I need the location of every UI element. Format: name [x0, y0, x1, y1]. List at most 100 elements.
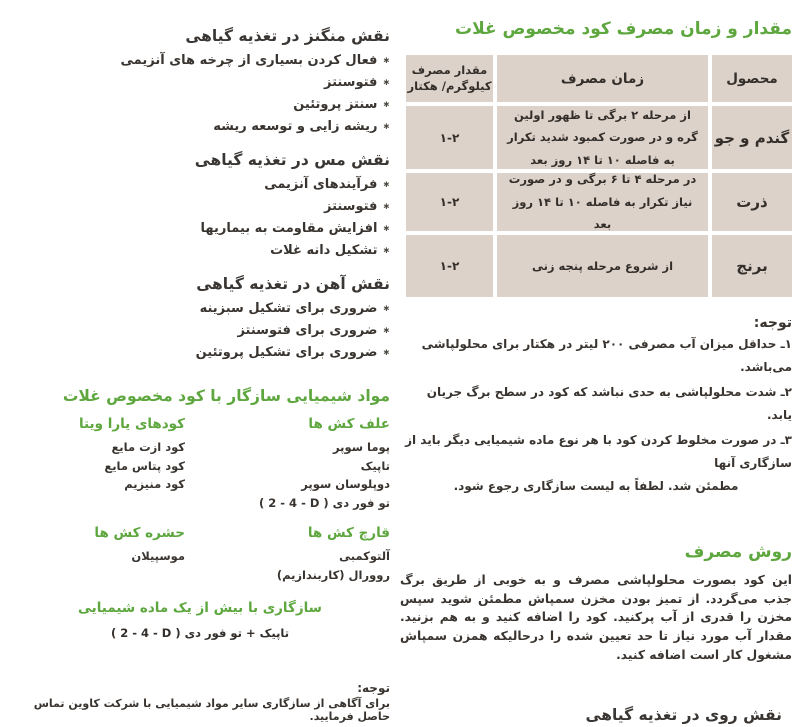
iron-role-section: نقش آهن در تغذیه گیاهی ∗ ضروری برای تشکیل…	[10, 275, 390, 364]
list-item: تاپیک	[360, 458, 390, 473]
table-header-amount-line2: کیلوگرم/ هکتار	[407, 78, 492, 93]
table-cell-amount-rice: ۱-۲	[406, 235, 493, 297]
asterisk-bullet-icon: ∗	[382, 122, 390, 132]
list-item: ∗ ضروری برای تشکیل سبزینه	[10, 298, 390, 320]
heading-yaravita-fertilizers: کودهای یارا ویتا	[78, 416, 185, 432]
zinc-role-section: نقش روی در تغذیه گیاهی ∗تنظیم عملکرد آنز…	[400, 706, 792, 727]
insecticides-list: موسپیلان	[10, 547, 185, 566]
table-header-amount: مقدار مصرف کیلوگرم/ هکتار	[406, 55, 493, 102]
list-item: پوما سوپر	[333, 440, 390, 454]
table-cell-amount-wheat: ۱-۲	[406, 106, 493, 169]
table-header-amount-line1: مقدار مصرف	[411, 62, 488, 77]
list-item: ∗ تشکیل دانه غلات	[10, 240, 390, 262]
right-column: مقدار و زمان مصرف کود مخصوص غلات محصول ز…	[400, 0, 792, 727]
heading-iron-role: نقش آهن در تغذیه گیاهی	[196, 275, 390, 293]
note-item-2: ۲ـ شدت محلولپاشی به حدی نباشد که کود در …	[426, 385, 792, 422]
asterisk-bullet-icon: ∗	[382, 224, 390, 234]
copper-role-list: ∗ فرآیندهای آنزیمی ∗ فتوسنتز ∗ افزایش مقاوم…	[10, 174, 390, 262]
heading-usage-method: روش مصرف	[684, 542, 792, 562]
table-cell-product-wheat: گندم و جو	[712, 106, 792, 169]
asterisk-bullet-icon: ∗	[382, 56, 390, 66]
group-insecticides: حشره کش ها موسپیلان	[10, 525, 185, 584]
fertilizer-schedule-table: محصول زمان مصرف مقدار مصرف کیلوگرم/ هکتا…	[406, 55, 792, 297]
table-cell-time-corn: در مرحله ۴ تا ۶ برگی و در صورت نیاز تکرا…	[497, 172, 708, 231]
table-cell-amount-corn: ۱-۲	[406, 173, 493, 231]
list-item-label: فرآیندهای آنزیمی	[264, 177, 378, 192]
footnote-text: برای آگاهی از سازگاری سایر مواد شیمیایی …	[33, 697, 390, 723]
note-item-1: ۱ـ حداقل میزان آب مصرفی ۲۰۰ لیتر در هکتا…	[421, 337, 792, 374]
table-header-time: زمان مصرف	[497, 55, 708, 102]
footnote-label: توجه:	[357, 681, 390, 695]
asterisk-bullet-icon: ∗	[382, 304, 390, 314]
heading-herbicides: علف کش ها	[308, 416, 390, 432]
list-item: ∗ سنتز پروتئین	[10, 94, 390, 116]
list-item-label: ریشه زایی و توسعه ریشه	[213, 119, 378, 134]
asterisk-bullet-icon: ∗	[382, 326, 390, 336]
group-herbicides: علف کش ها پوما سوپر تاپیک دوپلوسان سوپر …	[195, 416, 390, 512]
list-item: ∗ ریشه زایی و توسعه ریشه	[10, 116, 390, 138]
heading-compatible-chemicals: مواد شیمیایی سازگار با کود مخصوص غلات	[62, 387, 390, 405]
table-cell-time-wheat: از مرحله ۲ برگی تا ظهور اولین گره و در ص…	[497, 106, 708, 169]
asterisk-bullet-icon: ∗	[382, 348, 390, 358]
heading-manganese-role: نقش منگنز در تغذیه گیاهی	[185, 27, 390, 45]
herbicides-list: پوما سوپر تاپیک دوپلوسان سوپر تو فور دی …	[195, 438, 390, 512]
list-item: ∗ فرآیندهای آنزیمی	[10, 174, 390, 196]
notes-section: توجه: ۱ـ حداقل میزان آب مصرفی ۲۰۰ لیتر د…	[400, 315, 792, 498]
asterisk-bullet-icon: ∗	[382, 202, 390, 212]
page-title: مقدار و زمان مصرف کود مخصوص غلات	[454, 19, 792, 39]
note-item-3: ۳ـ در صورت مخلوط کردن کود با هر نوع ماده…	[405, 433, 792, 470]
list-item-label: فعال کردن بسیاری از چرخه های آنزیمی	[120, 53, 378, 68]
list-item: دوپلوسان سوپر	[301, 477, 390, 491]
heading-insecticides: حشره کش ها	[94, 525, 185, 541]
table-cell-product-corn: ذرت	[712, 173, 792, 231]
list-item-label: فتوسنتز	[323, 75, 378, 90]
list-item: کود منیزیم	[124, 477, 185, 491]
list-item-label: افزایش مقاومت به بیماریها	[200, 221, 378, 236]
list-item-label: سنتز پروتئین	[293, 97, 378, 112]
list-item: روورال (کاربندازیم)	[276, 567, 390, 582]
asterisk-bullet-icon: ∗	[382, 100, 390, 110]
list-item-label: ضروری برای تشکیل سبزینه	[199, 301, 378, 316]
multi-chemical-item: تاپیک + تو فور دی ‪( 2 - 4 - D )‬	[110, 626, 290, 640]
list-item-label: ضروری برای تشکیل پروتئین	[195, 345, 378, 360]
group-yaravita-fertilizers: کودهای یارا ویتا کود ازت مایع کود پتاس م…	[10, 416, 185, 512]
list-item-label: ضروری برای فتوسنتز	[237, 323, 378, 338]
heading-zinc-role: نقش روی در تغذیه گیاهی	[585, 706, 782, 725]
list-item: آلتوکمبی	[339, 549, 390, 563]
table-cell-product-rice: برنج	[712, 235, 792, 297]
iron-role-list: ∗ ضروری برای تشکیل سبزینه ∗ ضروری برای فتو…	[10, 298, 390, 364]
fungicides-list: آلتوکمبی روورال (کاربندازیم)	[195, 547, 390, 584]
compatible-chemicals-grid: علف کش ها پوما سوپر تاپیک دوپلوسان سوپر …	[10, 416, 390, 584]
list-item: ∗ ضروری برای فتوسنتز	[10, 320, 390, 342]
table-header-product: محصول	[712, 55, 792, 102]
usage-method-text: این کود بصورت محلولپاشی مصرف و به خوبی ا…	[400, 573, 792, 662]
list-item: ∗ فتوسنتز	[10, 196, 390, 218]
multi-chemical-compatibility-section: سازگاری با بیش از یک ماده شیمیایی تاپیک …	[10, 600, 390, 640]
footnote-section: توجه: برای آگاهی از سازگاری سایر مواد شی…	[10, 681, 390, 723]
heading-multi-chemical-compatibility: سازگاری با بیش از یک ماده شیمیایی	[78, 600, 322, 616]
left-column: نقش منگنز در تغذیه گیاهی ∗ فعال کردن بسیا…	[10, 0, 390, 727]
yaravita-fertilizers-list: کود ازت مایع کود پتاس مایع کود منیزیم	[10, 438, 185, 494]
compatible-chemicals-section: مواد شیمیایی سازگار با کود مخصوص غلات عل…	[10, 387, 390, 640]
heading-copper-role: نقش مس در تغذیه گیاهی	[194, 151, 390, 169]
list-item: ∗ فتوسنتز	[10, 72, 390, 94]
list-item: ∗ فعال کردن بسیاری از چرخه های آنزیمی	[10, 50, 390, 72]
list-item: موسپیلان	[131, 549, 185, 563]
manganese-role-list: ∗ فعال کردن بسیاری از چرخه های آنزیمی ∗ فت…	[10, 50, 390, 138]
list-item-label: فتوسنتز	[323, 199, 378, 214]
usage-method-section: روش مصرف این کود بصورت محلولپاشی مصرف و …	[400, 542, 792, 664]
asterisk-bullet-icon: ∗	[382, 78, 390, 88]
list-item: ∗ افزایش مقاومت به بیماریها	[10, 218, 390, 240]
manganese-role-section: نقش منگنز در تغذیه گیاهی ∗ فعال کردن بسیا…	[10, 27, 390, 138]
list-item: ∗ ضروری برای تشکیل پروتئین	[10, 342, 390, 364]
asterisk-bullet-icon: ∗	[382, 246, 390, 256]
heading-fungicides: قارچ کش ها	[307, 525, 390, 541]
notes-label: توجه:	[753, 315, 792, 331]
list-item-label: تشکیل دانه غلات	[270, 243, 378, 258]
list-item: کود ازت مایع	[111, 440, 185, 454]
table-cell-time-rice: از شروع مرحله پنجه زنی	[497, 235, 708, 297]
note-item-3-continuation: مطمئن شد. لطفاً به لیست سازگاری رجوع شود…	[453, 479, 739, 493]
group-fungicides: قارچ کش ها آلتوکمبی روورال (کاربندازیم)	[195, 525, 390, 584]
list-item: کود پتاس مایع	[104, 458, 185, 473]
